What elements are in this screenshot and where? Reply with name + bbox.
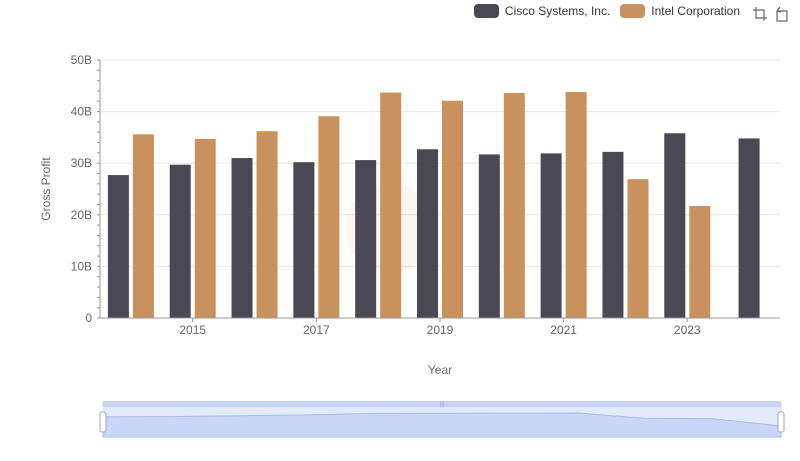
bar-intel-2017[interactable] [318, 116, 340, 318]
y-tick-label: 50B [71, 53, 92, 67]
x-tick-label: 2019 [427, 323, 454, 337]
y-tick-label: 0 [85, 311, 92, 325]
axes: 0 10B 20B 30B 40B 50B 2015 2017 2019 2021 2023 [71, 53, 780, 337]
bar-intel-2016[interactable] [256, 131, 278, 318]
bar-cisco-2017[interactable] [293, 162, 315, 318]
x-tick-label: 2017 [303, 323, 330, 337]
bar-cisco-2016[interactable] [231, 158, 253, 318]
data-zoom-slider[interactable]: ||| [99, 401, 785, 438]
data-zoom-handle-right[interactable] [777, 411, 785, 433]
y-tick-label: 30B [71, 156, 92, 170]
bar-cisco-2022[interactable] [602, 151, 624, 318]
x-tick-label: 2015 [179, 323, 206, 337]
bars [107, 91, 760, 319]
data-zoom-handle-left[interactable] [99, 411, 107, 433]
bar-cisco-2014[interactable] [107, 175, 129, 318]
toolbox [752, 6, 790, 22]
zoom-icon[interactable] [752, 6, 768, 22]
bar-intel-2015[interactable] [194, 138, 216, 318]
bar-cisco-2019[interactable] [417, 149, 438, 318]
bar-intel-2023[interactable] [689, 206, 711, 318]
restore-icon[interactable] [774, 6, 790, 22]
legend-label-cisco: Cisco Systems, Inc. [504, 4, 611, 18]
data-zoom-preview-line [102, 412, 782, 438]
bar-cisco-2023[interactable] [664, 133, 686, 318]
bar-cisco-2018[interactable] [355, 160, 377, 318]
data-zoom-grip[interactable]: ||| [440, 402, 445, 408]
bar-cisco-2020[interactable] [478, 154, 500, 318]
bar-intel-2022[interactable] [627, 179, 649, 318]
x-axis-title: Year [428, 363, 452, 377]
y-tick-label: 40B [71, 105, 92, 119]
bar-cisco-2021[interactable] [540, 153, 562, 318]
y-tick-label: 20B [71, 208, 92, 222]
bar-intel-2018[interactable] [380, 92, 402, 319]
bar-intel-2020[interactable] [503, 93, 525, 318]
bar-intel-2021[interactable] [565, 91, 587, 318]
legend-swatch-intel [620, 4, 646, 18]
bar-cisco-2024[interactable] [738, 138, 760, 318]
legend-item-intel[interactable]: Intel Corporation [620, 4, 740, 18]
legend-swatch-cisco [473, 4, 499, 18]
bar-intel-2014[interactable] [132, 134, 154, 318]
x-tick-label: 2023 [674, 323, 701, 337]
legend: Cisco Systems, Inc. Intel Corporation [473, 4, 740, 18]
x-tick-label: 2021 [550, 323, 577, 337]
legend-label-intel: Intel Corporation [651, 4, 740, 18]
bar-intel-2019[interactable] [442, 100, 463, 318]
data-zoom-top-bar[interactable] [103, 401, 781, 407]
bar-cisco-2015[interactable] [169, 164, 191, 318]
y-axis-title: Gross Profit [39, 157, 53, 221]
y-tick-label: 10B [71, 259, 92, 273]
legend-item-cisco[interactable]: Cisco Systems, Inc. [473, 4, 611, 18]
